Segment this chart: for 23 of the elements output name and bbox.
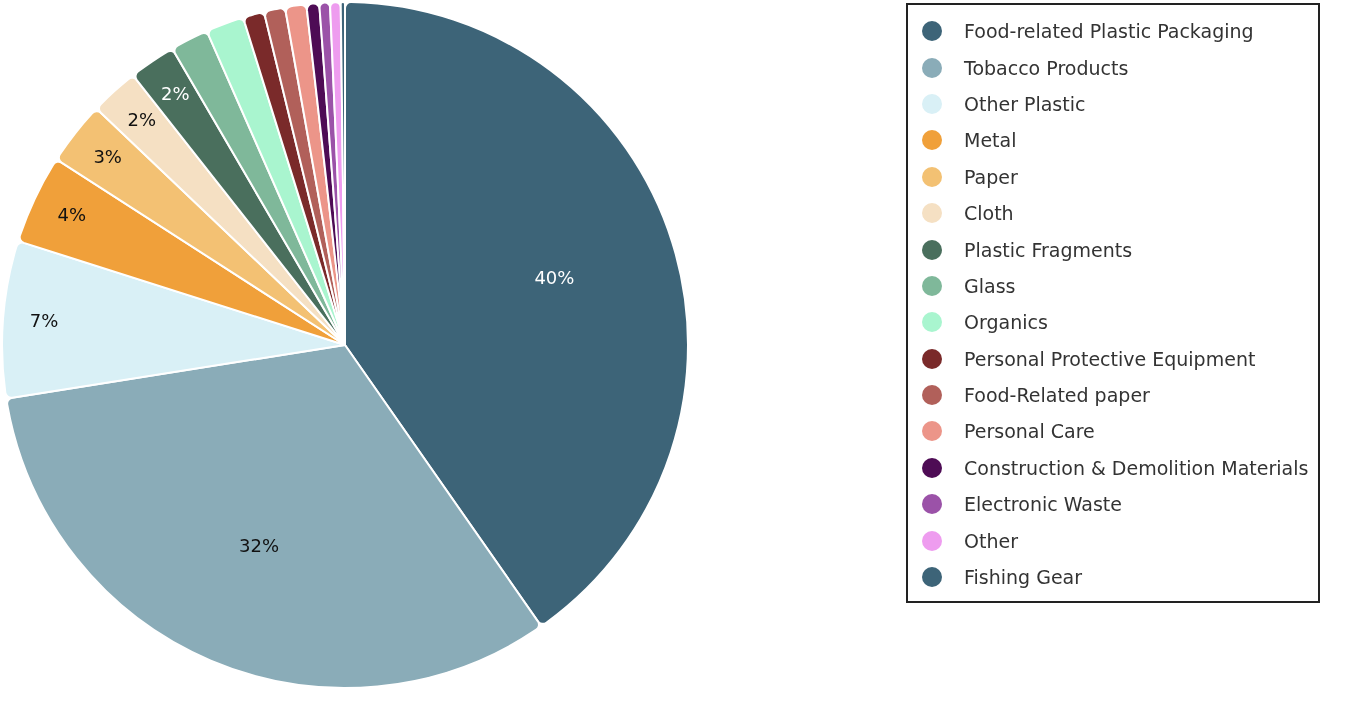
legend-label: Other Plastic bbox=[964, 92, 1086, 115]
legend-label: Electronic Waste bbox=[964, 493, 1122, 516]
legend-label: Organics bbox=[964, 311, 1048, 334]
legend-label: Cloth bbox=[964, 202, 1014, 225]
data-label: 4% bbox=[57, 204, 87, 226]
data-label: 2% bbox=[127, 109, 157, 131]
legend-label: Paper bbox=[964, 165, 1018, 188]
legend-label: Food-related Plastic Packaging bbox=[964, 20, 1254, 43]
data-label: 32% bbox=[239, 534, 280, 556]
legend-label: Personal Protective Equipment bbox=[964, 347, 1256, 370]
data-label: 3% bbox=[93, 146, 122, 168]
legend-label: Metal bbox=[964, 129, 1017, 152]
legend-label: Food-Related paper bbox=[964, 384, 1150, 407]
legend-label: Other bbox=[964, 529, 1018, 552]
legend-label: Construction & Demolition Materials bbox=[964, 456, 1309, 479]
legend-label: Fishing Gear bbox=[964, 566, 1083, 589]
legend-label: Plastic Fragments bbox=[964, 238, 1133, 261]
data-label: 2% bbox=[161, 83, 190, 105]
legend-label: Tobacco Products bbox=[964, 56, 1129, 79]
data-label: 7% bbox=[29, 309, 59, 331]
data-label: 40% bbox=[534, 266, 575, 288]
legend-label: Glass bbox=[964, 274, 1016, 297]
legend-label: Personal Care bbox=[964, 420, 1095, 443]
